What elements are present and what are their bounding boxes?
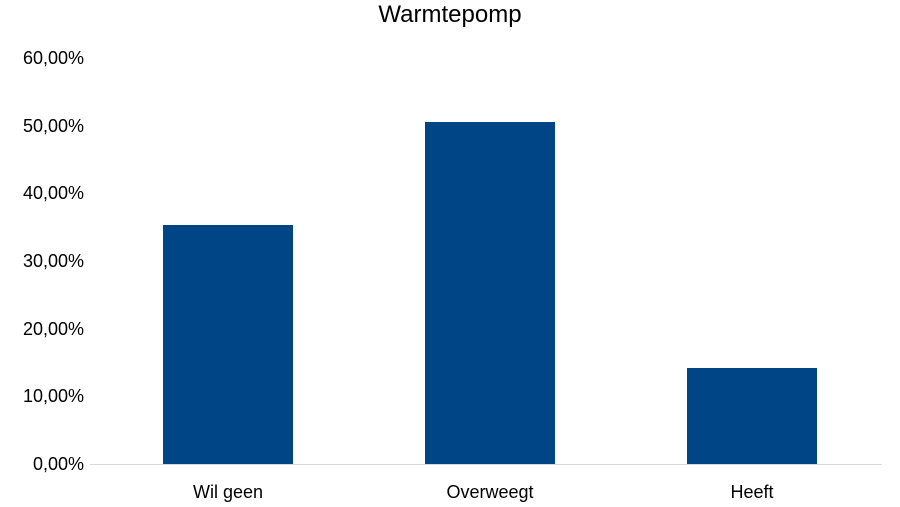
y-tick-label: 10,00%	[22, 386, 84, 407]
y-tick-label: 0,00%	[32, 454, 84, 474]
bar-heeft	[687, 367, 817, 464]
y-tick-label: 50,00%	[22, 115, 84, 136]
x-axis-baseline	[90, 464, 882, 465]
chart-title: Warmtepomp	[378, 1, 522, 28]
x-tick-label: Wil geen	[192, 482, 264, 502]
y-tick-label: 40,00%	[22, 183, 84, 204]
bar-wil-geen	[163, 225, 293, 464]
y-tick-label: 20,00%	[22, 318, 84, 339]
y-tick-label: 60,00%	[22, 48, 84, 68]
x-tick-label: Overweegt	[446, 482, 534, 502]
y-tick-label: 30,00%	[22, 251, 84, 271]
x-tick-label: Heeft	[730, 482, 774, 502]
bar-overweegt	[425, 122, 555, 464]
